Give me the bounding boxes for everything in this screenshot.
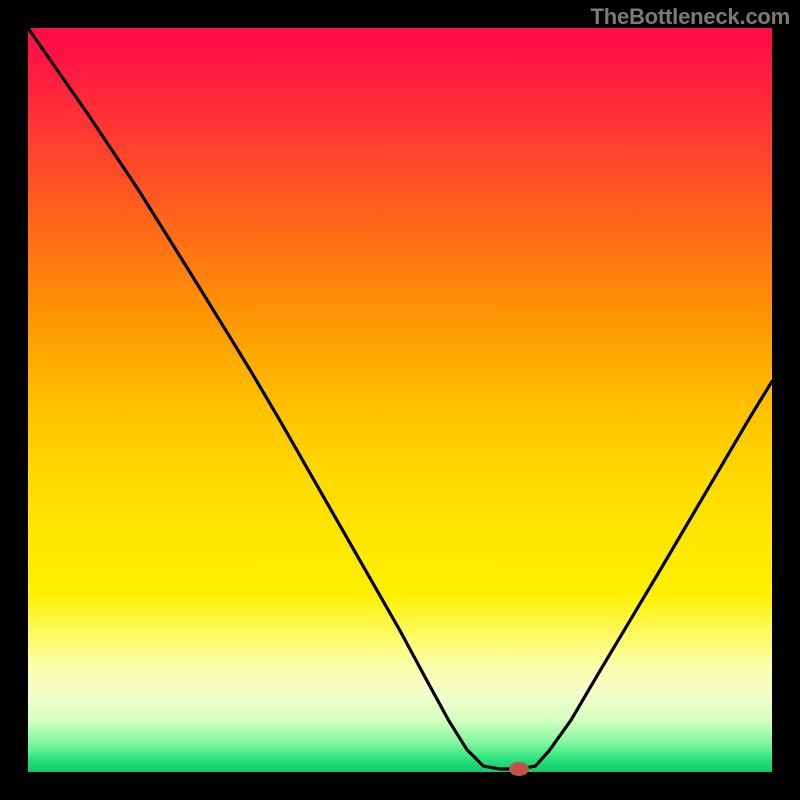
watermark-text: TheBottleneck.com	[590, 4, 790, 30]
plot-background	[28, 28, 772, 772]
chart-stage: TheBottleneck.com	[0, 0, 800, 800]
optimal-marker	[509, 762, 529, 776]
chart-svg	[0, 0, 800, 800]
